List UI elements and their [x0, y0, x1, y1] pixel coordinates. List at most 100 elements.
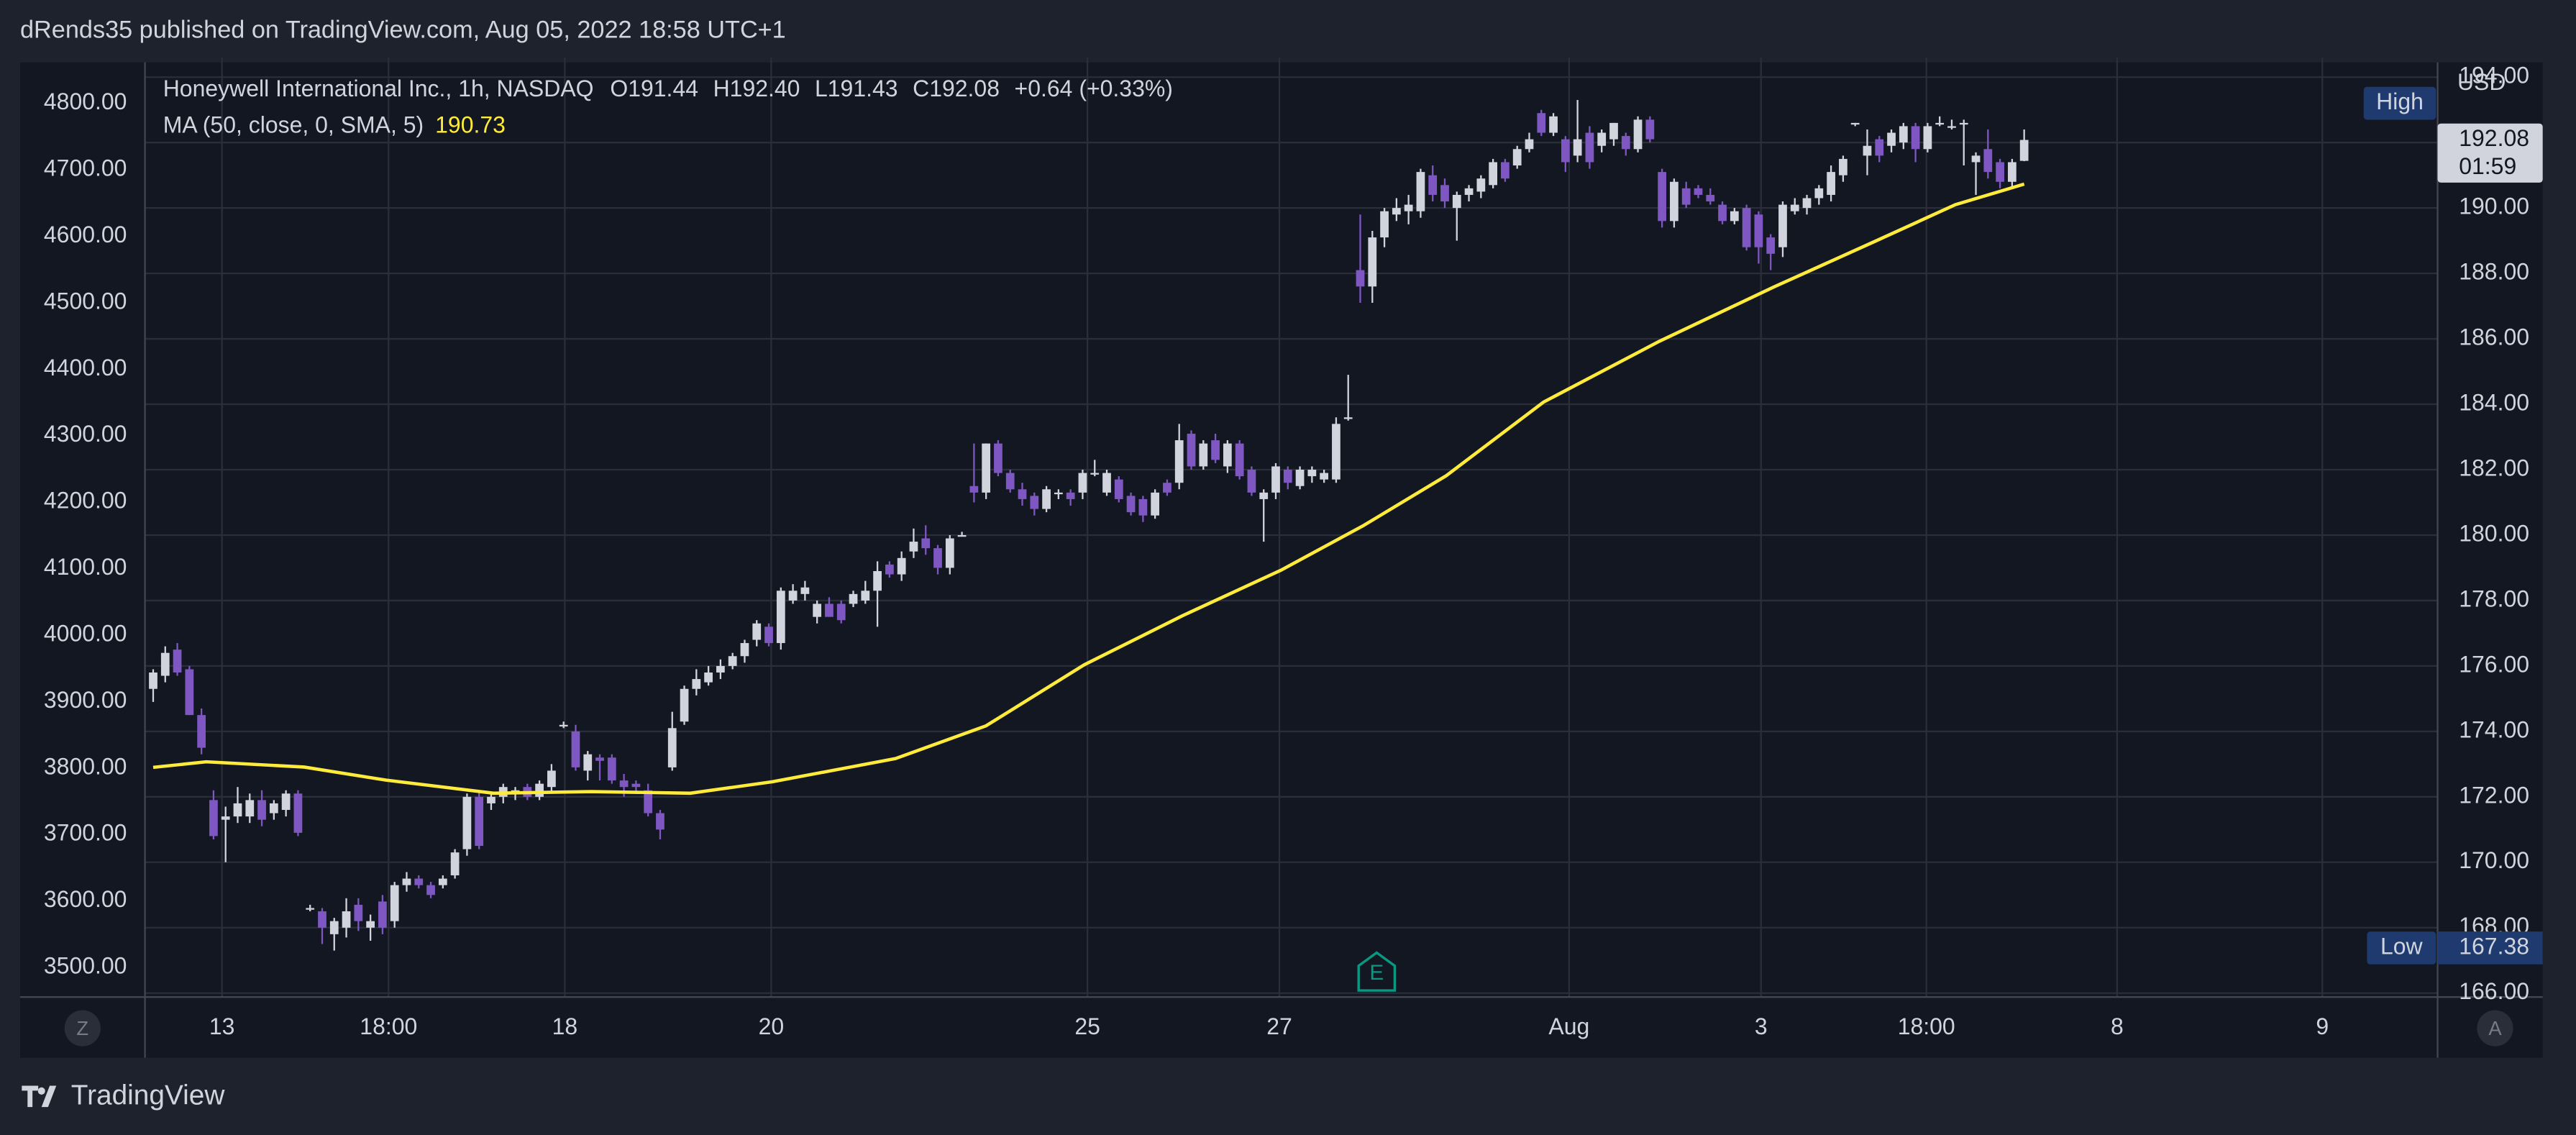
- candle-body: [800, 587, 810, 594]
- candle-body: [1223, 443, 1232, 467]
- candle-body: [1681, 188, 1691, 205]
- candle-body: [1694, 188, 1703, 195]
- zoom-button-label[interactable]: Z: [76, 1017, 88, 1039]
- y2-tick-label: 4500.00: [44, 288, 127, 314]
- candle-body: [462, 796, 472, 849]
- candle-body: [1911, 126, 1920, 150]
- y2-tick-label: 4300.00: [44, 421, 127, 447]
- candle-body: [957, 534, 967, 537]
- high-badge: [2363, 86, 2436, 120]
- candle-body: [1452, 194, 1461, 209]
- last-price-label: 192.08: [2459, 125, 2529, 151]
- y2-tick-label: 3700.00: [44, 820, 127, 846]
- candle-body: [342, 911, 351, 928]
- candle-body: [969, 486, 979, 493]
- grid-layer: [145, 57, 2438, 998]
- legend-values: O191.44 H192.40 L191.43 C192.08 +0.64 (+0.33…: [610, 76, 1173, 101]
- candle-body: [1670, 181, 1678, 222]
- candle-body: [836, 603, 846, 621]
- candle-body: [1501, 162, 1509, 179]
- candle-body: [825, 603, 833, 617]
- candle-body: [1947, 126, 1956, 128]
- candle-body: [776, 591, 785, 644]
- auto-scale-button[interactable]: [2477, 1010, 2513, 1047]
- candle-body: [656, 813, 664, 830]
- y-tick-label: 176.00: [2459, 651, 2529, 677]
- auto-scale-label[interactable]: A: [2488, 1017, 2502, 1039]
- x-tick-label: 25: [1074, 1013, 1100, 1039]
- candle-body: [1489, 162, 1498, 186]
- candle-body: [354, 904, 363, 921]
- candle-body: [1863, 145, 1872, 156]
- candle-body: [1018, 489, 1027, 499]
- candle-body: [1549, 116, 1558, 133]
- y2-tick-label: 3900.00: [44, 687, 127, 713]
- candle-body: [788, 591, 798, 601]
- candle-body: [1404, 204, 1413, 211]
- candle-body: [1597, 132, 1607, 146]
- last-price-badge: [2437, 123, 2543, 183]
- candle-body: [945, 538, 954, 568]
- zoom-button[interactable]: [64, 1010, 101, 1047]
- candle-body: [1959, 122, 1968, 125]
- candle-body: [1380, 211, 1389, 238]
- y-tick-label: 178.00: [2459, 585, 2529, 611]
- candle-body: [1839, 158, 1847, 176]
- candle-body: [1151, 492, 1160, 516]
- y2-tick-label: 3800.00: [44, 753, 127, 779]
- candle-body: [1174, 440, 1184, 483]
- x-tick-label: 27: [1266, 1013, 1292, 1039]
- candle-body: [1320, 473, 1329, 480]
- candle-body: [281, 793, 291, 811]
- candle-body: [245, 800, 255, 817]
- candle-body: [1163, 483, 1171, 493]
- x-tick-label: 13: [209, 1013, 235, 1039]
- candle-body: [909, 542, 918, 552]
- candle-body: [1235, 443, 1244, 477]
- candle-body: [1899, 126, 1908, 143]
- candle-body: [1585, 132, 1594, 163]
- candle-body: [1187, 433, 1196, 467]
- candle-body: [728, 656, 737, 666]
- legend-ohlc: C192.08: [913, 76, 1000, 101]
- high-badge-label: High: [2376, 88, 2424, 114]
- candle-body: [1996, 162, 2004, 182]
- candle-body: [1778, 204, 1787, 247]
- candle-body: [1476, 178, 1486, 192]
- currency-label: USD: [2457, 69, 2506, 95]
- candle-body: [293, 793, 303, 833]
- candle-body: [595, 757, 604, 761]
- candle-body: [414, 878, 424, 885]
- candle-body: [487, 796, 495, 803]
- candle-body: [450, 852, 460, 875]
- y-tick-label: 182.00: [2459, 455, 2529, 480]
- candle-body: [1850, 122, 1860, 125]
- candle-body: [438, 878, 447, 885]
- candle-body: [1199, 443, 1208, 467]
- legend-ohlc: O191.44: [610, 76, 698, 101]
- candle-body: [1983, 149, 1993, 173]
- candle-body: [680, 688, 689, 722]
- candle-body: [269, 803, 278, 813]
- candle-body: [1343, 417, 1353, 419]
- candle-body: [1054, 492, 1063, 495]
- candle-body: [716, 665, 725, 673]
- candle-body: [1114, 479, 1123, 499]
- candle-body: [366, 921, 375, 928]
- candle-body: [547, 770, 556, 788]
- candle-body: [1706, 194, 1715, 202]
- y-tick-label: 184.00: [2459, 389, 2529, 415]
- candle-body: [1718, 204, 1727, 222]
- candle-body: [1271, 466, 1280, 493]
- candle-body: [1283, 470, 1292, 483]
- candle-body: [1730, 211, 1739, 222]
- candle-body: [1416, 172, 1425, 211]
- legend-symbol: Honeywell International Inc., 1h, NASDAQ: [163, 76, 594, 101]
- candle-body: [667, 728, 677, 767]
- candle-body: [982, 443, 991, 493]
- candle-body: [402, 878, 411, 885]
- candle-body: [1126, 496, 1136, 513]
- mark-layer: [149, 100, 2029, 951]
- candle-body: [1392, 208, 1401, 215]
